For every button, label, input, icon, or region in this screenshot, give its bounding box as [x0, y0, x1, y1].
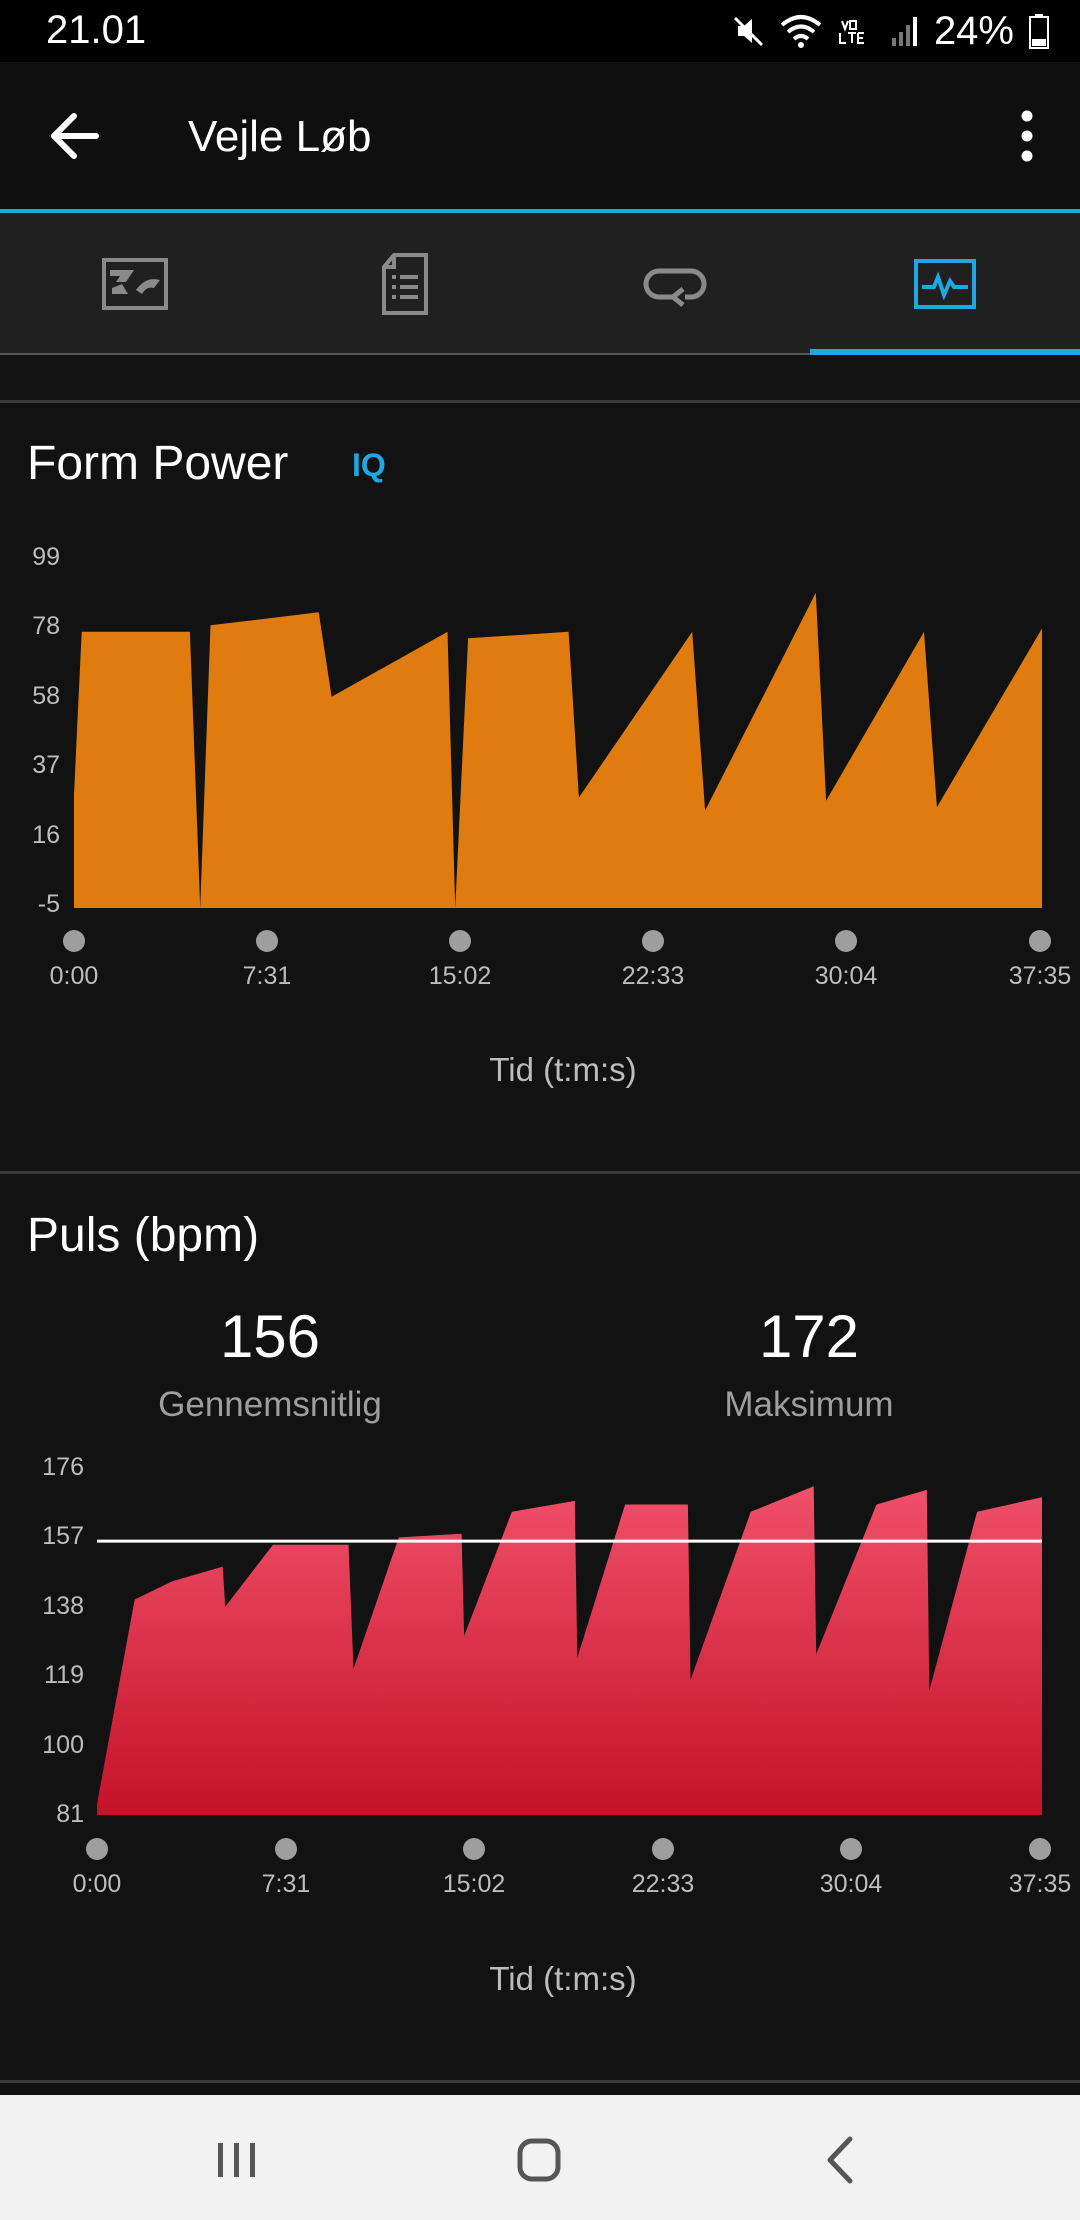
tab-charts[interactable] [810, 213, 1080, 355]
charts-icon [914, 259, 976, 309]
tab-laps[interactable] [540, 213, 810, 355]
x-tick: 30:04 [819, 1870, 883, 1898]
tab-summary[interactable] [0, 213, 270, 355]
laps-icon [643, 268, 707, 307]
y-tick: 99 [32, 543, 60, 571]
form-power-area [74, 592, 1042, 908]
average-heart-rate-value: 156 [219, 1303, 321, 1370]
x-tick: 22:33 [631, 1870, 695, 1898]
x-axis-dot [840, 1838, 862, 1860]
form-power-title: Form Power [27, 437, 289, 490]
y-tick: -5 [37, 890, 60, 918]
details-icon [382, 253, 428, 315]
summary-icon [102, 258, 168, 310]
y-tick: 81 [56, 1800, 84, 1828]
y-tick: 16 [32, 821, 60, 849]
x-axis-dot [463, 1838, 485, 1860]
y-tick: 157 [42, 1522, 84, 1550]
y-tick: 119 [44, 1661, 84, 1689]
signal-icon [891, 17, 917, 46]
x-axis-dot [835, 930, 857, 952]
page-title: Vejle Løb [188, 112, 372, 161]
tab-details[interactable] [270, 213, 540, 355]
x-axis-dot [642, 930, 664, 952]
heart-rate-area [97, 1486, 1042, 1815]
x-axis-dot [63, 930, 85, 952]
x-axis-dot [86, 1838, 108, 1860]
x-tick: 22:33 [621, 962, 685, 990]
iq-badge: IQ [352, 447, 386, 483]
x-axis-dot [652, 1838, 674, 1860]
x-axis-dot [275, 1838, 297, 1860]
status-time: 21.01 [46, 8, 147, 52]
x-axis-title: Tid (t:m:s) [489, 1051, 637, 1088]
recent-apps-icon[interactable] [202, 2125, 272, 2195]
x-tick: 15:02 [428, 962, 492, 990]
x-axis-title: Tid (t:m:s) [489, 1960, 637, 1997]
max-heart-rate-label: Maksimum [724, 1385, 894, 1424]
x-tick: 7:31 [261, 1870, 311, 1898]
section-divider [0, 400, 1080, 403]
status-icons: 24% [732, 8, 1050, 54]
y-tick: 176 [42, 1453, 84, 1481]
x-axis-dot [256, 930, 278, 952]
y-tick: 78 [32, 612, 60, 640]
battery-icon [1029, 14, 1049, 49]
x-tick: 37:35 [1008, 1870, 1072, 1898]
x-tick: 0:00 [72, 1870, 122, 1898]
mute-icon [733, 16, 763, 47]
volte-icon [837, 16, 875, 46]
y-tick: 58 [32, 682, 60, 710]
tab-bar-underline [0, 353, 810, 355]
home-icon[interactable] [504, 2125, 574, 2195]
wifi-icon [780, 15, 822, 48]
back-arrow-icon[interactable] [44, 106, 104, 166]
x-tick: 7:31 [242, 962, 292, 990]
heart-rate-title: Puls (bpm) [27, 1209, 260, 1262]
form-power-chart [74, 592, 1042, 908]
x-axis-dot [1029, 930, 1051, 952]
average-heart-rate-label: Gennemsnitlig [158, 1385, 382, 1424]
tab-bar [0, 213, 1080, 355]
x-tick: 15:02 [442, 1870, 506, 1898]
back-nav-icon[interactable] [806, 2125, 876, 2195]
more-options-icon[interactable] [1002, 106, 1052, 166]
x-tick: 37:35 [1008, 962, 1072, 990]
system-nav-bar [0, 2095, 1080, 2220]
x-axis-dot [449, 930, 471, 952]
section-divider [0, 1171, 1080, 1174]
section-divider [0, 2080, 1080, 2083]
max-heart-rate-value: 172 [758, 1303, 860, 1370]
status-bar: 21.01 24% [0, 0, 1080, 62]
accent-line [0, 209, 1080, 213]
x-tick: 0:00 [49, 962, 99, 990]
x-tick: 30:04 [814, 962, 878, 990]
heart-rate-chart [97, 1486, 1042, 1815]
y-tick: 100 [42, 1731, 84, 1759]
battery-percent: 24% [933, 8, 1014, 53]
x-axis-dot [1029, 1838, 1051, 1860]
app-bar: Vejle Løb [0, 62, 1080, 210]
y-tick: 37 [32, 751, 60, 779]
y-tick: 138 [42, 1592, 84, 1620]
